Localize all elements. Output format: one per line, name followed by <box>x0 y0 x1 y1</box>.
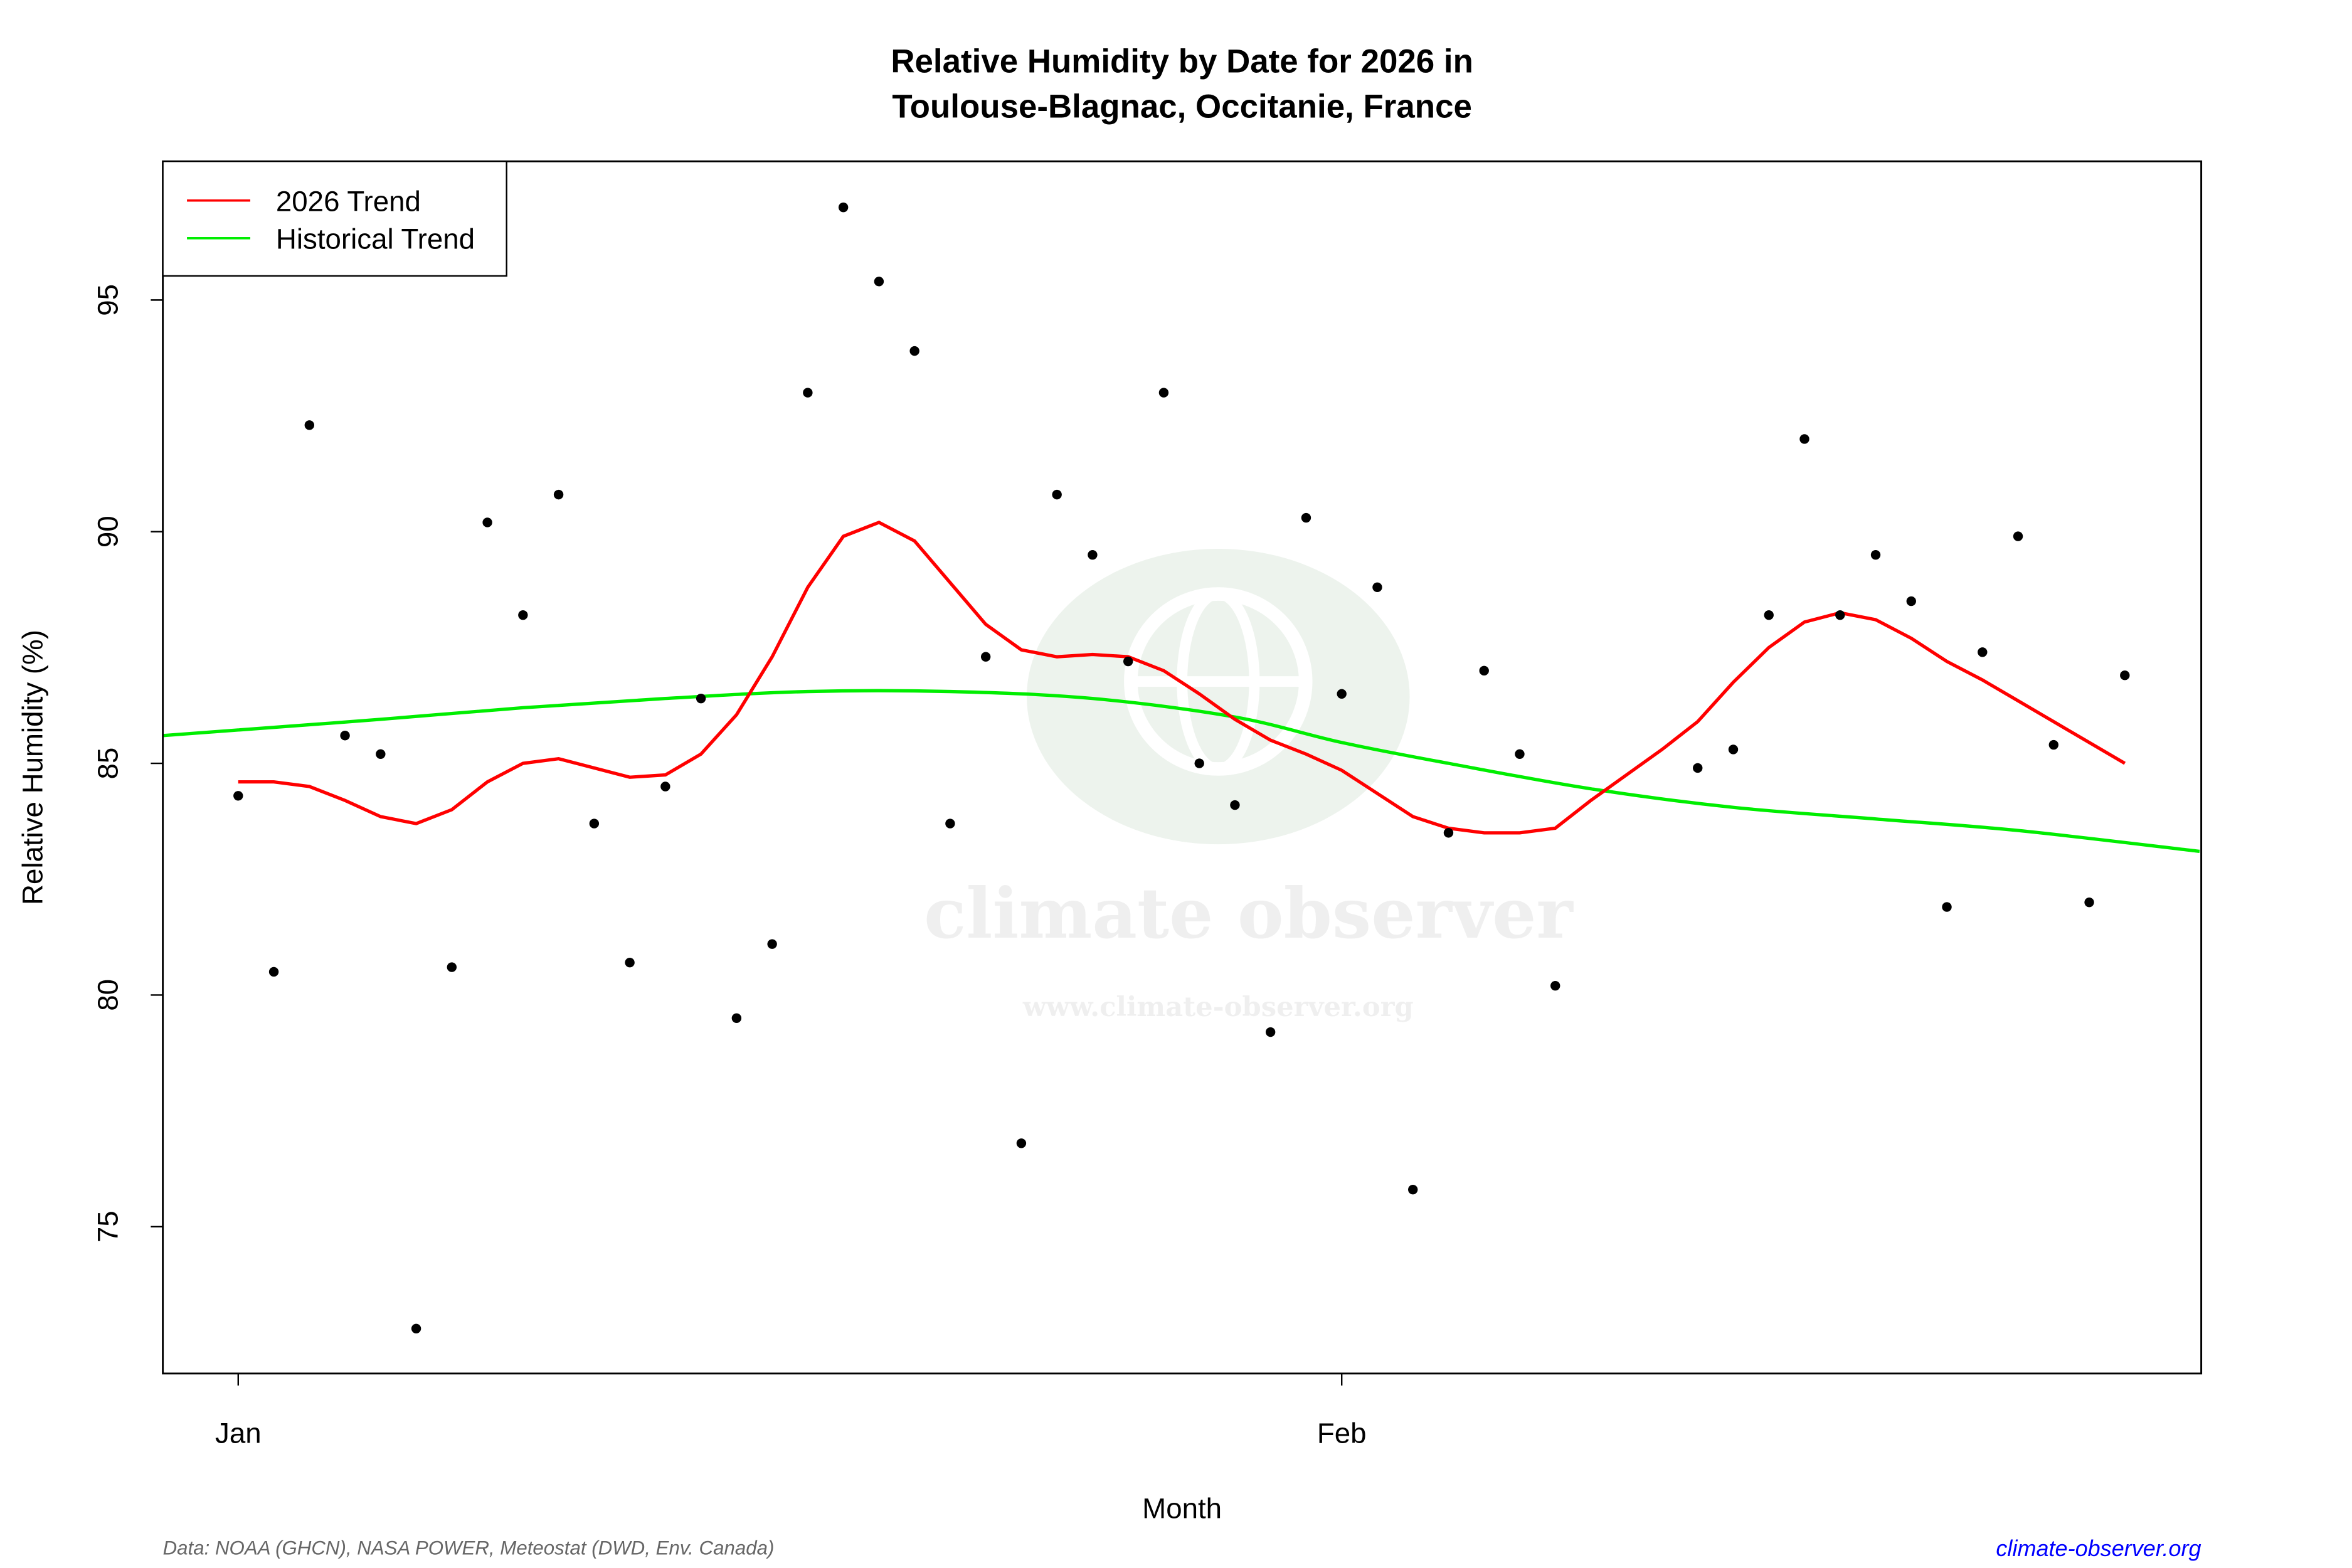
site-link[interactable]: climate-observer.org <box>1996 1535 2201 1561</box>
data-point <box>874 277 884 287</box>
data-point <box>660 781 670 792</box>
y-axis-label: Relative Humidity (%) <box>16 630 48 905</box>
data-point <box>1372 582 1382 593</box>
data-point <box>1337 689 1347 699</box>
watermark: climate observer www.climate-observer.or… <box>924 549 1574 1023</box>
data-point <box>1550 980 1560 991</box>
y-tick-label: 90 <box>92 516 124 548</box>
data-point <box>589 818 600 829</box>
data-point <box>1728 744 1739 755</box>
data-point <box>268 967 279 977</box>
data-point <box>1835 610 1845 620</box>
chart-title: Relative Humidity by Date for 2026 in <box>891 43 1473 80</box>
data-point <box>2084 897 2094 908</box>
data-point <box>411 1323 421 1333</box>
data-point <box>1764 610 1774 620</box>
data-point <box>1942 902 1952 912</box>
data-point <box>1479 665 1489 676</box>
data-point <box>1443 828 1454 838</box>
historical-trend-line <box>163 689 2200 854</box>
data-point <box>1906 596 1916 607</box>
chart-subtitle: Toulouse-Blagnac, Occitanie, France <box>892 88 1472 125</box>
data-point <box>1693 763 1703 773</box>
data-point <box>482 517 492 527</box>
data-point <box>1408 1184 1418 1195</box>
x-tick-label: Jan <box>215 1417 262 1449</box>
y-tick-label: 95 <box>92 284 124 316</box>
data-point <box>803 388 813 398</box>
data-point <box>1158 388 1169 398</box>
trend-2026-line <box>238 521 2126 835</box>
data-point <box>1123 656 1133 667</box>
data-point <box>1230 800 1240 810</box>
data-point <box>945 818 955 829</box>
data-point <box>1301 512 1311 523</box>
data-point <box>233 791 243 801</box>
data-point <box>1052 489 1062 500</box>
data-point <box>304 420 315 430</box>
data-point <box>767 939 777 949</box>
data-point <box>1978 647 1988 657</box>
data-point <box>2048 739 2058 750</box>
x-axis-label: Month <box>1142 1493 1222 1525</box>
data-point <box>980 652 991 662</box>
x-tick-label: Feb <box>1317 1417 1367 1449</box>
data-point <box>1016 1138 1027 1148</box>
data-point <box>838 202 849 213</box>
data-point <box>1515 749 1525 759</box>
data-point <box>2120 670 2130 681</box>
legend-label-2026: 2026 Trend <box>276 186 421 218</box>
y-tick-label: 75 <box>92 1210 124 1242</box>
data-point <box>2013 531 2023 541</box>
data-point <box>1088 549 1098 560</box>
plot-border <box>162 160 2203 1375</box>
watermark-text: climate observer <box>924 873 1574 955</box>
data-point <box>909 346 919 356</box>
y-tick-label: 85 <box>92 748 124 780</box>
data-point <box>553 489 564 500</box>
data-point <box>1799 434 1809 444</box>
data-point <box>447 962 457 972</box>
data-point <box>1870 549 1881 560</box>
data-point <box>731 1013 742 1024</box>
data-point <box>696 693 706 704</box>
data-point <box>1194 758 1204 768</box>
data-point <box>376 749 386 759</box>
y-tick-label: 80 <box>92 979 124 1011</box>
data-point <box>1266 1027 1276 1037</box>
legend-label-historical: Historical Trend <box>276 223 475 255</box>
data-point <box>518 610 528 620</box>
legend: 2026 Trend Historical Trend <box>162 161 507 277</box>
data-point <box>340 731 350 741</box>
source-note: Data: NOAA (GHCN), NASA POWER, Meteostat… <box>163 1537 775 1559</box>
data-point <box>625 958 635 968</box>
watermark-url: www.climate-observer.org <box>1022 991 1414 1023</box>
